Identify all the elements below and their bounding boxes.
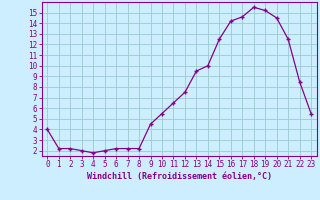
X-axis label: Windchill (Refroidissement éolien,°C): Windchill (Refroidissement éolien,°C)	[87, 172, 272, 181]
